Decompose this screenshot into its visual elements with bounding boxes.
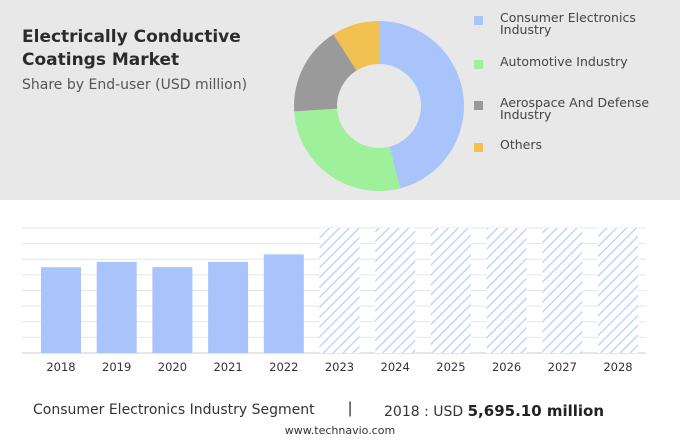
- x-tick-2018: 2018: [46, 360, 75, 374]
- forecast-bar-2025: [430, 228, 471, 353]
- x-tick-2025: 2025: [436, 360, 465, 374]
- x-tick-2028: 2028: [603, 360, 632, 374]
- forecast-bar-2027: [542, 228, 583, 353]
- bar-2022: [263, 254, 304, 353]
- footer-value-group: 2018 : USD 5,695.10 million: [384, 402, 604, 420]
- x-tick-2021: 2021: [213, 360, 242, 374]
- forecast-bar-2023: [319, 228, 360, 353]
- bar-2019: [96, 261, 137, 353]
- donut-chart: [294, 21, 465, 191]
- legend-label-aerospace: Aerospace And Defense Industry: [500, 95, 650, 122]
- x-tick-2024: 2024: [381, 360, 410, 374]
- donut-slice-consumer: [379, 21, 465, 189]
- x-tick-2019: 2019: [102, 360, 131, 374]
- bar-2018: [41, 267, 81, 353]
- x-tick-2023: 2023: [325, 360, 354, 374]
- x-tick-2027: 2027: [548, 360, 577, 374]
- donut-slice-others: [333, 21, 379, 71]
- x-tick-2022: 2022: [269, 360, 298, 374]
- donut-slice-aerospace: [294, 34, 357, 112]
- x-tick-2026: 2026: [492, 360, 521, 374]
- legend-swatch-consumer: [474, 16, 483, 25]
- chart-subtitle: Share by End-user (USD million): [22, 77, 248, 93]
- x-tick-2020: 2020: [158, 360, 187, 374]
- forecast-bar-2028: [598, 228, 638, 353]
- bar-chart: 2018 2019 2020 2021 2022 2023 2024 2025 2026 2027…: [22, 227, 646, 374]
- footer-year-label: 2018 : USD: [384, 404, 464, 420]
- bar-2021: [208, 261, 249, 353]
- legend-label-automotive: Automotive Industry: [500, 54, 628, 69]
- legend-swatch-automotive: [474, 60, 483, 69]
- legend-swatch-aerospace: [474, 101, 483, 110]
- bar-2020: [152, 267, 193, 353]
- chart-title: Electrically Conductive Coatings Market: [22, 27, 241, 70]
- footer-separator: |: [348, 400, 353, 417]
- footer-segment: Consumer Electronics Industry Segment: [33, 402, 315, 418]
- donut-slice-automotive: [294, 108, 401, 191]
- legend-label-consumer: Consumer Electronics Industry: [500, 10, 636, 37]
- legend-label-others: Others: [500, 137, 543, 152]
- source-link[interactable]: www.technavio.com: [284, 424, 396, 437]
- forecast-bar-2024: [375, 228, 416, 353]
- footer-value: 5,695.10 million: [467, 402, 605, 420]
- legend-swatch-others: [474, 143, 483, 152]
- forecast-bar-2026: [486, 228, 527, 353]
